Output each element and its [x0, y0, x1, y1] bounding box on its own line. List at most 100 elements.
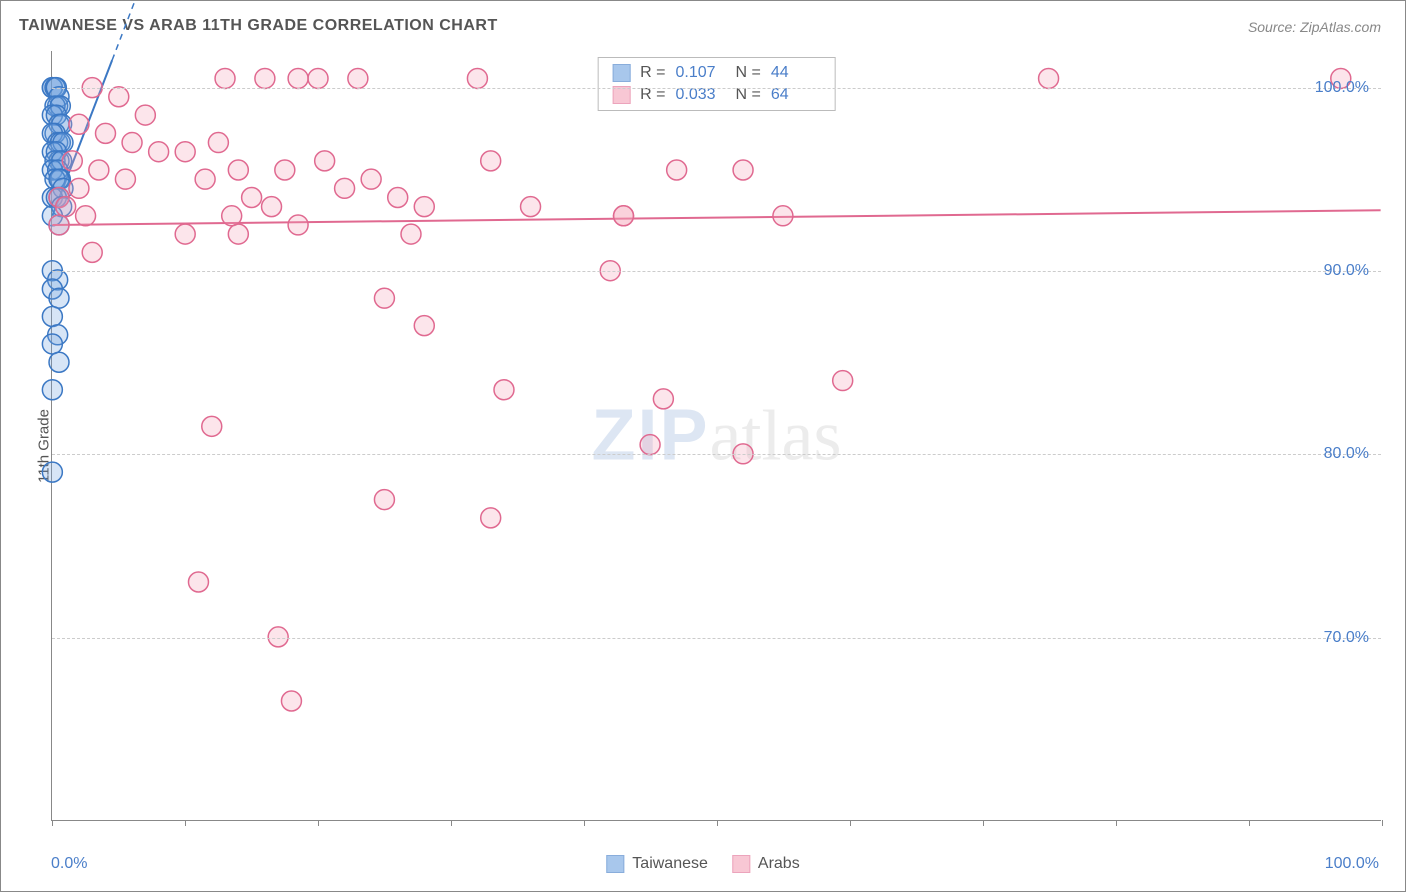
data-point	[361, 169, 381, 189]
data-point	[388, 187, 408, 207]
data-point	[481, 151, 501, 171]
legend-r-label: R =	[640, 64, 665, 82]
data-point	[122, 133, 142, 153]
data-point	[401, 224, 421, 244]
legend-n-label: N =	[736, 64, 761, 82]
legend-series-label-1: Arabs	[758, 855, 800, 873]
legend-series-item-0: Taiwanese	[606, 855, 708, 873]
gridline-h	[52, 88, 1381, 89]
data-point	[56, 197, 76, 217]
chart-title: TAIWANESE VS ARAB 11TH GRADE CORRELATION…	[19, 17, 498, 35]
data-point	[640, 435, 660, 455]
data-point	[288, 215, 308, 235]
legend-r-label: R =	[640, 86, 665, 104]
data-point	[62, 151, 82, 171]
x-tick	[185, 820, 186, 826]
data-point	[275, 160, 295, 180]
data-point	[69, 114, 89, 134]
data-point	[49, 215, 69, 235]
data-point	[49, 288, 69, 308]
legend-r-value-1: 0.033	[676, 86, 726, 104]
y-tick-label: 100.0%	[1315, 79, 1369, 97]
data-point	[494, 380, 514, 400]
gridline-h	[52, 638, 1381, 639]
data-point	[175, 224, 195, 244]
data-point	[288, 68, 308, 88]
legend-series-item-1: Arabs	[732, 855, 800, 873]
legend-stats-row-0: R = 0.107 N = 44	[598, 62, 835, 84]
data-point	[262, 197, 282, 217]
data-point	[315, 151, 335, 171]
data-point	[242, 187, 262, 207]
x-tick	[584, 820, 585, 826]
x-tick	[52, 820, 53, 826]
x-tick	[1249, 820, 1250, 826]
data-point	[195, 169, 215, 189]
data-point	[215, 68, 235, 88]
legend-r-value-0: 0.107	[676, 64, 726, 82]
data-point	[96, 123, 116, 143]
plot-area: ZIPatlas R = 0.107 N = 44 R = 0.033 N = …	[51, 51, 1381, 821]
data-point	[414, 197, 434, 217]
data-point	[228, 160, 248, 180]
data-point	[653, 389, 673, 409]
legend-n-label: N =	[736, 86, 761, 104]
data-point	[135, 105, 155, 125]
gridline-h	[52, 454, 1381, 455]
legend-swatch-1	[612, 86, 630, 104]
data-point	[89, 160, 109, 180]
data-point	[281, 691, 301, 711]
x-tick	[717, 820, 718, 826]
data-point	[335, 178, 355, 198]
data-point	[222, 206, 242, 226]
legend-series-swatch-0	[606, 855, 624, 873]
data-point	[348, 68, 368, 88]
data-point	[467, 68, 487, 88]
data-point	[374, 490, 394, 510]
data-point	[42, 462, 62, 482]
x-tick	[1382, 820, 1383, 826]
legend-n-value-0: 44	[771, 64, 821, 82]
data-point	[82, 242, 102, 262]
legend-series-swatch-1	[732, 855, 750, 873]
x-tick	[850, 820, 851, 826]
y-tick-label: 90.0%	[1324, 262, 1369, 280]
x-tick	[1116, 820, 1117, 826]
data-point	[42, 334, 62, 354]
data-point	[1039, 68, 1059, 88]
data-point	[109, 87, 129, 107]
data-point	[188, 572, 208, 592]
data-point	[42, 307, 62, 327]
data-point	[414, 316, 434, 336]
data-point	[308, 68, 328, 88]
data-point	[374, 288, 394, 308]
data-point	[614, 206, 634, 226]
data-point	[76, 206, 96, 226]
data-point	[202, 416, 222, 436]
data-point	[69, 178, 89, 198]
x-axis-min-label: 0.0%	[51, 855, 87, 873]
data-point	[255, 68, 275, 88]
data-point	[228, 224, 248, 244]
data-point	[773, 206, 793, 226]
data-point	[833, 371, 853, 391]
data-point	[521, 197, 541, 217]
legend-n-value-1: 64	[771, 86, 821, 104]
source-citation: Source: ZipAtlas.com	[1248, 19, 1381, 35]
data-point	[208, 133, 228, 153]
data-point	[733, 160, 753, 180]
x-tick	[451, 820, 452, 826]
data-point	[481, 508, 501, 528]
x-axis-max-label: 100.0%	[1325, 855, 1379, 873]
data-point	[175, 142, 195, 162]
scatter-svg	[52, 51, 1381, 820]
legend-series: Taiwanese Arabs	[606, 855, 799, 873]
chart-container: TAIWANESE VS ARAB 11TH GRADE CORRELATION…	[0, 0, 1406, 892]
legend-stats: R = 0.107 N = 44 R = 0.033 N = 64	[597, 57, 836, 111]
x-tick	[983, 820, 984, 826]
trend-line	[52, 210, 1380, 225]
legend-swatch-0	[612, 64, 630, 82]
y-tick-label: 80.0%	[1324, 445, 1369, 463]
x-tick	[318, 820, 319, 826]
y-tick-label: 70.0%	[1324, 629, 1369, 647]
